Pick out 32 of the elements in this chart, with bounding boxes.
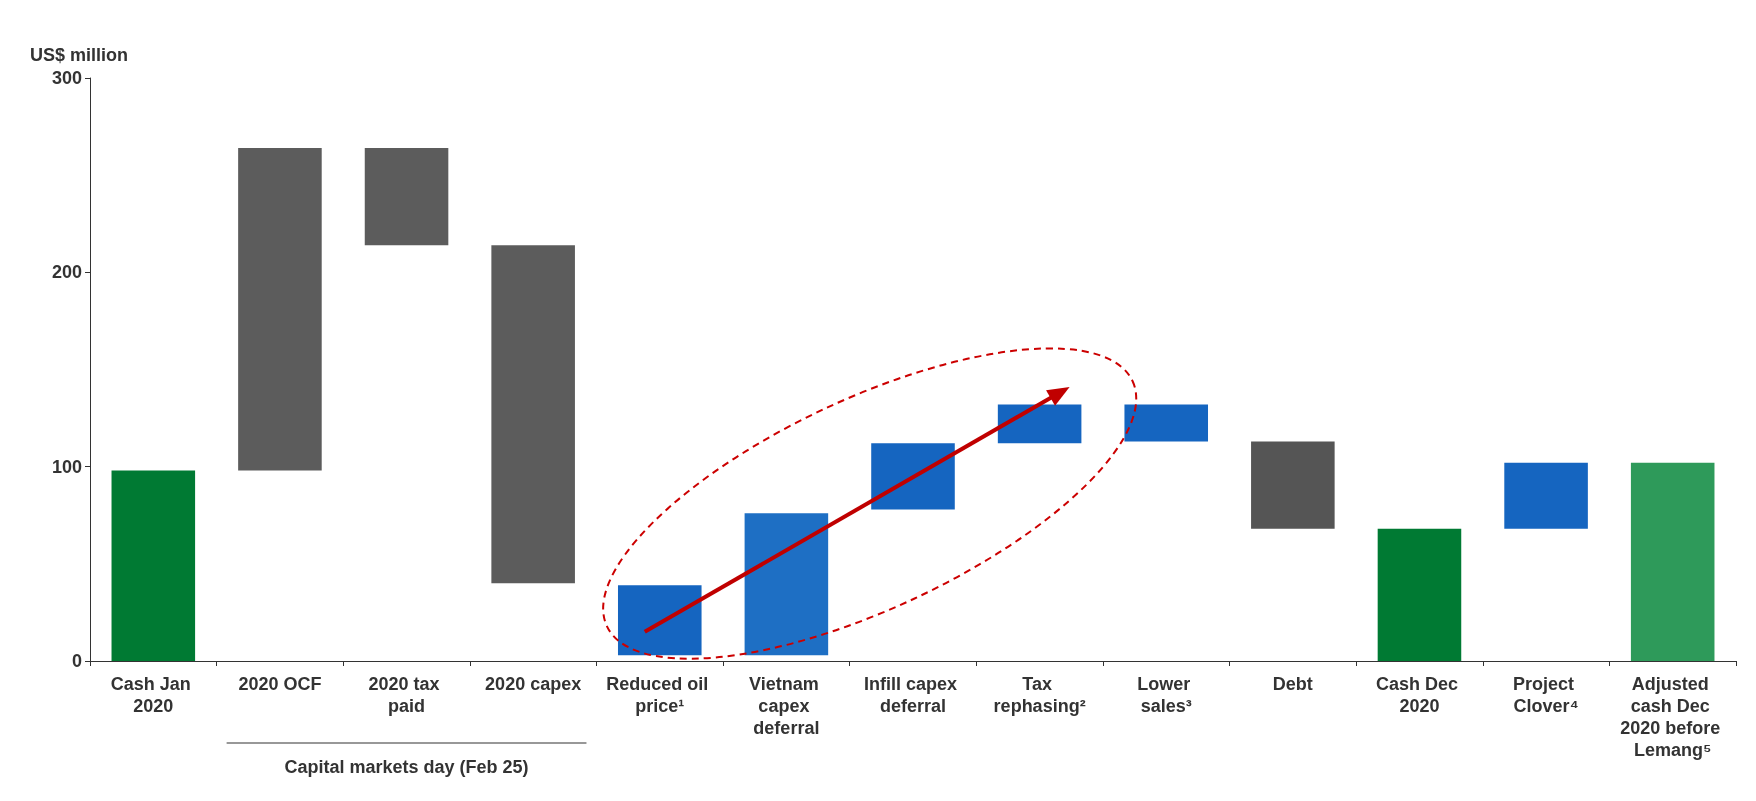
x-tick-label: 2020 capex — [485, 674, 582, 694]
bar — [111, 470, 196, 661]
x-tick-label: Cash Dec 2020 — [1375, 674, 1463, 716]
x-tick-label: Adjusted cash Dec 2020 before Lemang⁵ — [1620, 674, 1726, 760]
x-tick-label: Tax rephasing² — [993, 674, 1086, 716]
bar — [617, 585, 702, 656]
x-tick-label: Cash Jan 2020 — [110, 674, 196, 716]
bar — [491, 245, 575, 584]
x-tick-label: Project Clover⁴ — [1513, 674, 1580, 716]
x-tick-label: 2020 tax paid — [368, 674, 445, 716]
y-tick-label: 300 — [51, 68, 82, 88]
y-tick-label: 200 — [51, 262, 82, 283]
y-tick-label: 100 — [51, 456, 82, 477]
bar — [1504, 462, 1588, 529]
bar — [1630, 462, 1715, 661]
bar — [744, 513, 829, 656]
text: Capital markets day (Feb 25) — [284, 757, 529, 777]
x-tick-label: 2020 OCF — [238, 674, 322, 694]
x-tick-label: Lower sales³ — [1137, 674, 1196, 716]
x-tick-label: Reduced oil price¹ — [606, 674, 714, 716]
x-tick-label: Vietnam capex deferral — [749, 674, 824, 738]
y-tick-label: 0 — [71, 651, 82, 671]
bar — [1124, 404, 1209, 442]
bar — [871, 443, 955, 510]
y-axis-title: US$ million — [30, 45, 129, 65]
x-tick-label: Infill capex deferral — [863, 674, 963, 716]
x-tick-label: Debt — [1272, 674, 1313, 694]
bar — [997, 404, 1082, 444]
bar — [238, 147, 322, 471]
bar — [364, 147, 449, 246]
bar — [1251, 441, 1335, 529]
bar — [1377, 528, 1462, 661]
